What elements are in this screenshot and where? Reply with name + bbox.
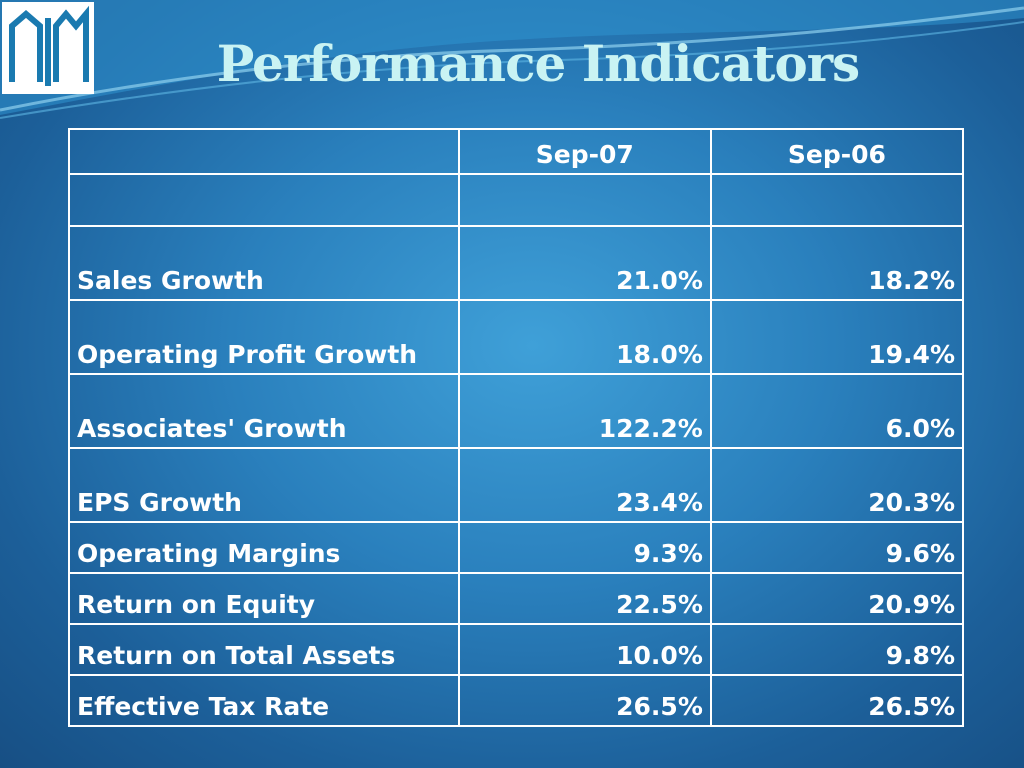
value-sep07: 26.5% <box>457 674 712 727</box>
row-label: Return on Total Assets <box>68 623 460 676</box>
row-label: Return on Equity <box>68 572 460 625</box>
value-sep06: 9.8% <box>709 623 965 676</box>
row-label: EPS Growth <box>68 447 460 523</box>
value-sep06 <box>709 173 965 227</box>
performance-table: Sep-07 Sep-06 Sales Growth 21.0% 18.2% O… <box>68 128 965 727</box>
row-label: Operating Margins <box>68 521 460 574</box>
slide-title: Performance Indicators <box>216 34 860 93</box>
aim-logo-icon <box>9 5 89 86</box>
value-sep06: 19.4% <box>709 299 965 375</box>
table-row <box>68 173 965 227</box>
header-cell-label <box>68 128 460 175</box>
row-label: Operating Profit Growth <box>68 299 460 375</box>
company-logo <box>2 2 94 94</box>
value-sep06: 20.9% <box>709 572 965 625</box>
value-sep07: 23.4% <box>457 447 712 523</box>
value-sep06: 6.0% <box>709 373 965 449</box>
value-sep07: 18.0% <box>457 299 712 375</box>
value-sep07: 22.5% <box>457 572 712 625</box>
row-label <box>68 173 460 227</box>
header-swoosh-decoration <box>0 0 1024 119</box>
value-sep07 <box>457 173 712 227</box>
table-row: EPS Growth 23.4% 20.3% <box>68 447 965 523</box>
row-label: Effective Tax Rate <box>68 674 460 727</box>
table-row: Return on Total Assets 10.0% 9.8% <box>68 623 965 676</box>
value-sep06: 20.3% <box>709 447 965 523</box>
value-sep07: 21.0% <box>457 225 712 301</box>
table-row: Return on Equity 22.5% 20.9% <box>68 572 965 625</box>
value-sep07: 9.3% <box>457 521 712 574</box>
value-sep06: 26.5% <box>709 674 965 727</box>
value-sep06: 9.6% <box>709 521 965 574</box>
row-label: Associates' Growth <box>68 373 460 449</box>
value-sep06: 18.2% <box>709 225 965 301</box>
table-row: Operating Margins 9.3% 9.6% <box>68 521 965 574</box>
value-sep07: 122.2% <box>457 373 712 449</box>
table-row: Associates' Growth 122.2% 6.0% <box>68 373 965 449</box>
header-cell-sep07: Sep-07 <box>457 128 712 175</box>
table-header-row: Sep-07 Sep-06 <box>68 128 965 175</box>
header-cell-sep06: Sep-06 <box>709 128 965 175</box>
table-row: Sales Growth 21.0% 18.2% <box>68 225 965 301</box>
table-row: Effective Tax Rate 26.5% 26.5% <box>68 674 965 727</box>
table-row: Operating Profit Growth 18.0% 19.4% <box>68 299 965 375</box>
row-label: Sales Growth <box>68 225 460 301</box>
value-sep07: 10.0% <box>457 623 712 676</box>
